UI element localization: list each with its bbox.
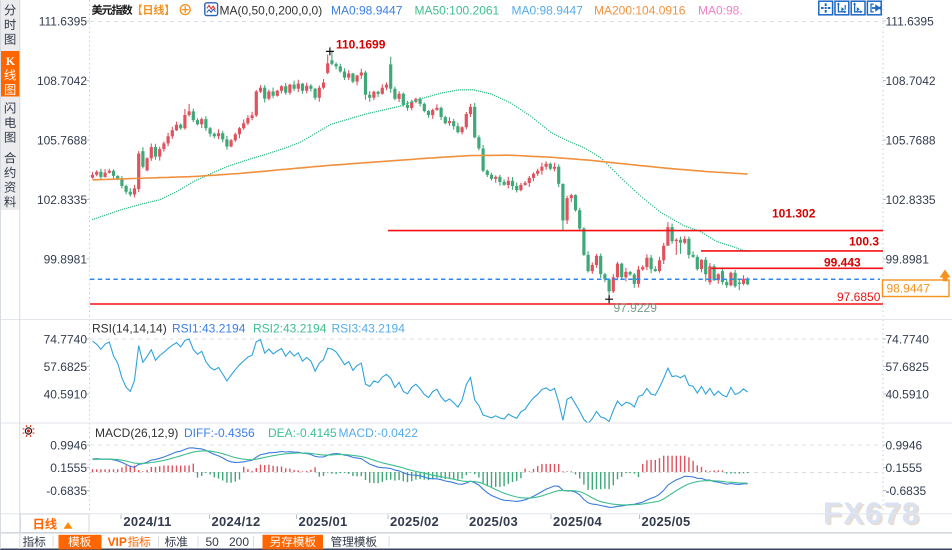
svg-text:50: 50 [206,535,220,549]
svg-text:97.9229: 97.9229 [614,301,658,315]
svg-text:DIFF:-0.4356: DIFF:-0.4356 [184,426,255,440]
svg-text:MA0:98.: MA0:98. [698,3,743,17]
svg-text:2025/02: 2025/02 [390,514,439,529]
svg-text:RSI2:43.2194: RSI2:43.2194 [253,322,327,336]
svg-text:111.6395: 111.6395 [886,14,935,28]
svg-text:0.9946: 0.9946 [50,438,87,452]
svg-text:MACD(26,12,9): MACD(26,12,9) [95,426,178,440]
svg-text:99.8981: 99.8981 [44,252,88,266]
svg-text:-0.6835: -0.6835 [886,484,927,498]
svg-text:MA200:104.0916: MA200:104.0916 [594,3,686,17]
svg-text:101.302: 101.302 [772,207,816,221]
svg-text:MA0:98.9447: MA0:98.9447 [512,3,584,17]
svg-text:K: K [6,54,16,68]
svg-text:200: 200 [229,535,249,549]
svg-text:2025/03: 2025/03 [469,514,518,529]
svg-text:98.9447: 98.9447 [887,282,931,296]
svg-text:108.7042: 108.7042 [37,74,87,88]
svg-text:57.6825: 57.6825 [886,360,930,374]
svg-text:RSI3:43.2194: RSI3:43.2194 [332,322,406,336]
svg-text:RSI1:43.2194: RSI1:43.2194 [172,322,246,336]
svg-text:0.1555: 0.1555 [50,461,87,475]
svg-text:99.443: 99.443 [824,256,861,270]
svg-text:74.7740: 74.7740 [44,332,88,346]
svg-text:MACD:-0.0422: MACD:-0.0422 [339,426,419,440]
svg-text:0.9946: 0.9946 [886,438,923,452]
svg-text:2024/12: 2024/12 [211,514,260,529]
svg-text:MA50:100.2061: MA50:100.2061 [415,3,500,17]
svg-text:110.1699: 110.1699 [336,38,386,52]
svg-text:MA(0,50,0,200,0,0): MA(0,50,0,200,0,0) [220,3,323,17]
svg-text:100.3: 100.3 [849,235,879,249]
svg-text:MA0:98.9447: MA0:98.9447 [331,3,403,17]
svg-text:57.6825: 57.6825 [44,360,88,374]
svg-text:VIP: VIP [108,535,127,549]
svg-text:DEA:-0.4145: DEA:-0.4145 [268,426,337,440]
svg-text:108.7042: 108.7042 [886,74,936,88]
svg-text:74.7740: 74.7740 [886,332,930,346]
svg-text:97.6850: 97.6850 [837,290,881,304]
svg-text:RSI(14,14,14): RSI(14,14,14) [92,322,167,336]
svg-text:99.8981: 99.8981 [886,252,930,266]
svg-text:102.8335: 102.8335 [37,193,87,207]
svg-text:105.7688: 105.7688 [886,133,936,147]
svg-text:0.1555: 0.1555 [886,461,923,475]
svg-text:2025/01: 2025/01 [298,514,347,529]
svg-text:2025/04: 2025/04 [553,514,603,529]
svg-text:102.8335: 102.8335 [886,193,936,207]
svg-text:FX678: FX678 [825,498,922,532]
svg-text:40.5910: 40.5910 [886,387,930,401]
svg-text:2024/11: 2024/11 [123,514,171,529]
svg-text:111.6395: 111.6395 [39,14,88,28]
svg-text:-0.6835: -0.6835 [46,484,87,498]
svg-text:105.7688: 105.7688 [37,133,87,147]
svg-text:2025/05: 2025/05 [641,514,690,529]
svg-text:40.5910: 40.5910 [44,387,88,401]
